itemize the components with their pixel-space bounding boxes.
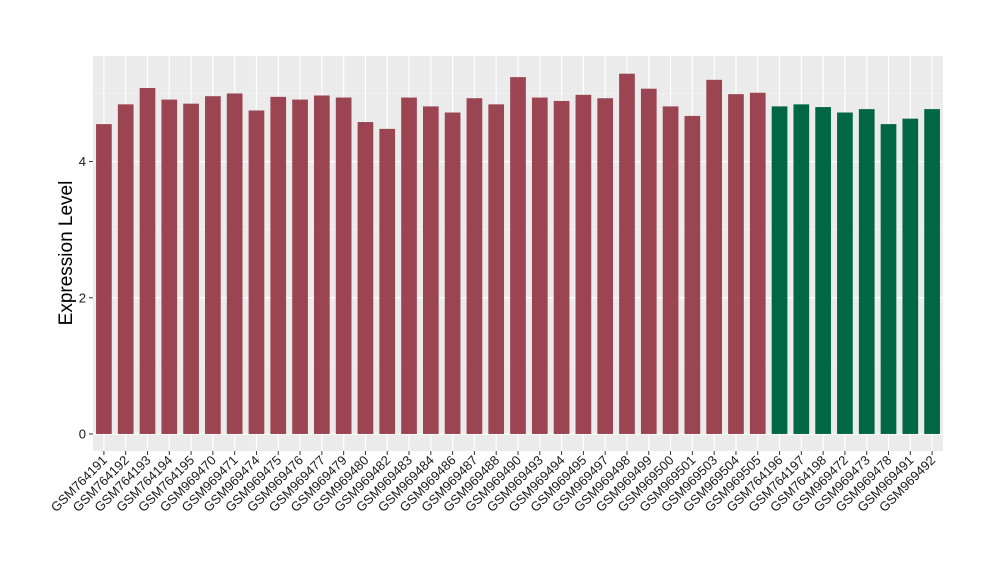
bar [771,106,788,434]
bar [837,112,853,434]
bar [728,94,744,434]
y-axis: 0 2 4 [79,154,93,441]
bar [924,109,940,434]
bar [902,118,919,434]
bar [575,94,592,434]
y-tick-label: 0 [79,426,86,441]
bar [401,97,417,434]
y-tick-label: 4 [79,154,86,169]
bar [662,106,679,434]
bar [422,106,439,434]
bars [96,73,940,434]
bar [880,124,897,434]
bar [314,95,330,434]
bar [205,96,221,434]
x-axis: GSM764191GSM764192GSM764193GSM764194GSM7… [48,451,938,515]
bar [553,100,570,434]
bar [640,88,657,434]
bar [248,110,265,434]
bar [379,128,396,434]
bar [488,104,505,434]
bar [444,112,461,434]
bar [706,79,722,434]
bar [793,104,810,434]
y-tick-label: 2 [79,290,86,305]
bar [749,92,766,434]
bar [270,96,287,434]
bar [619,73,635,434]
bar [684,115,701,434]
bar [858,109,875,434]
bar [335,97,352,434]
bar [292,99,308,434]
bar [597,98,614,434]
bar [226,93,243,434]
bar [161,99,178,434]
bar [139,88,156,434]
bar [117,104,134,434]
bar [531,97,548,434]
bar [96,124,112,434]
bar [510,77,526,434]
bar [183,103,199,434]
bar [815,107,831,434]
y-axis-title: Expression Level [56,181,77,326]
bar [357,122,374,434]
bar [466,98,483,434]
